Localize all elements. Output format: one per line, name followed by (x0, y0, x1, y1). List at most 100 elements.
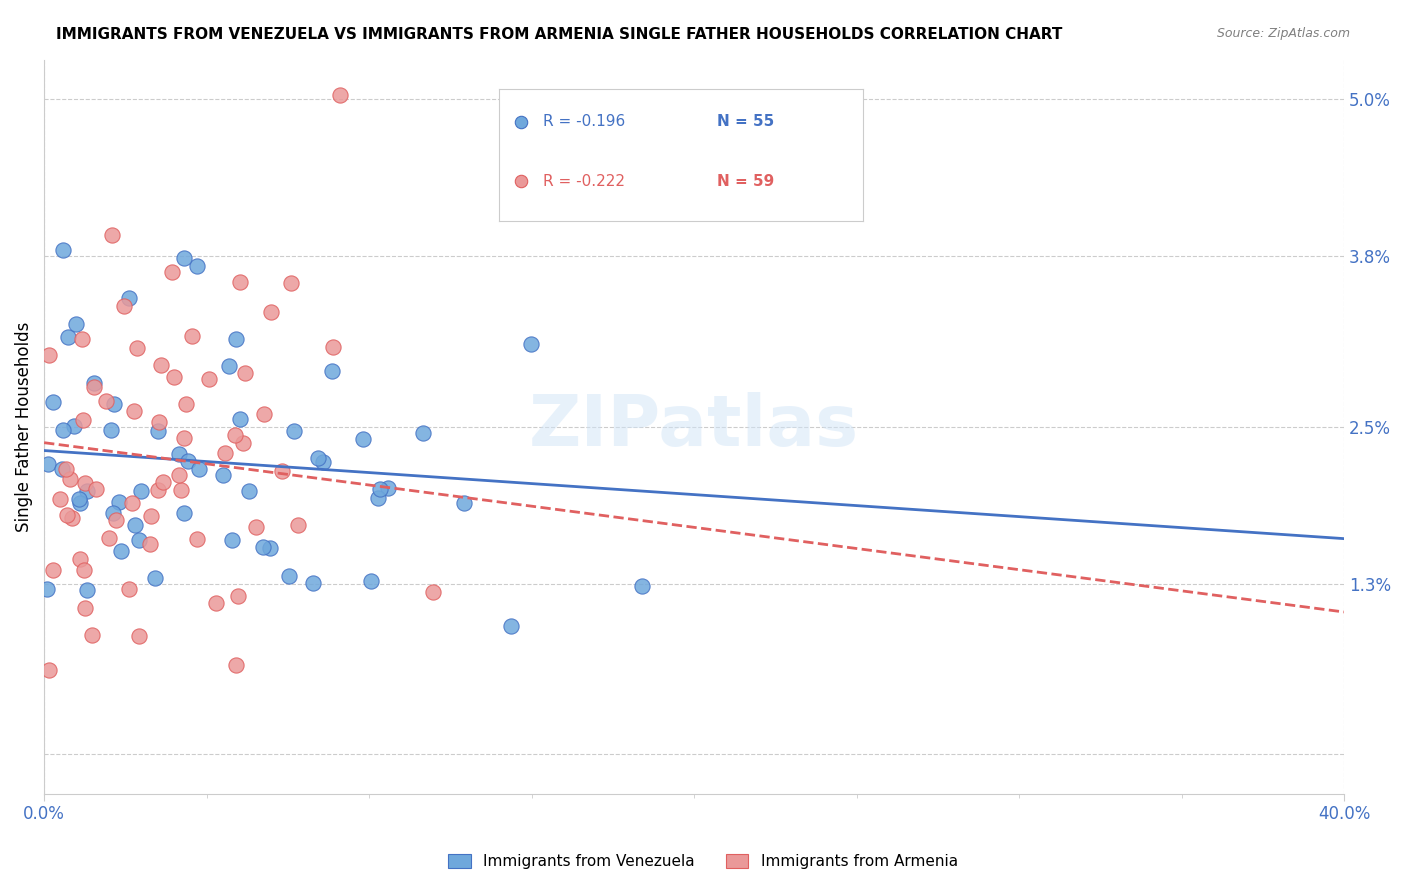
Armenia (162, 264, 184, 278)
Venezuela (76, 583, 98, 598)
Armenia (75, 475, 97, 490)
Armenia (84, 482, 107, 496)
Text: ZIPatlas: ZIPatlas (529, 392, 859, 461)
Venezuela (225, 332, 247, 346)
Venezuela (117, 291, 139, 305)
Venezuela (143, 571, 166, 585)
Venezuela (187, 462, 209, 476)
Armenia (60, 511, 83, 525)
Armenia (329, 87, 352, 102)
Venezuela (186, 260, 208, 274)
Venezuela (238, 483, 260, 498)
Armenia (42, 563, 65, 577)
Armenia (121, 496, 143, 510)
Armenia (122, 403, 145, 417)
Armenia (98, 531, 121, 545)
Armenia (101, 228, 124, 243)
Venezuela (277, 569, 299, 583)
Venezuela (283, 424, 305, 438)
Armenia (69, 551, 91, 566)
Legend: Immigrants from Venezuela, Immigrants from Armenia: Immigrants from Venezuela, Immigrants fr… (441, 848, 965, 875)
Venezuela (108, 495, 131, 509)
Armenia (38, 348, 60, 362)
Venezuela (52, 243, 75, 257)
Venezuela (51, 462, 73, 476)
Armenia (224, 428, 246, 442)
Armenia (253, 407, 276, 421)
Venezuela (167, 447, 190, 461)
Armenia (163, 370, 186, 384)
Venezuela (173, 506, 195, 520)
Venezuela (52, 423, 75, 437)
Venezuela (42, 395, 65, 409)
Armenia (271, 464, 294, 478)
Armenia (170, 483, 193, 498)
Armenia (186, 533, 208, 547)
Venezuela (307, 450, 329, 465)
Armenia (148, 415, 170, 429)
Armenia (280, 277, 302, 291)
Venezuela (101, 506, 124, 520)
Armenia (56, 508, 79, 522)
Armenia (72, 332, 94, 346)
Armenia (260, 305, 283, 319)
Venezuela (63, 418, 86, 433)
Venezuela (212, 468, 235, 483)
Y-axis label: Single Father Households: Single Father Households (15, 321, 32, 532)
Venezuela (100, 423, 122, 437)
Venezuela (412, 425, 434, 440)
Venezuela (129, 483, 152, 498)
Armenia (173, 431, 195, 445)
Venezuela (631, 579, 654, 593)
Armenia (322, 340, 344, 354)
Venezuela (65, 317, 87, 331)
Armenia (422, 584, 444, 599)
Armenia (118, 582, 141, 596)
Venezuela (312, 455, 335, 469)
Venezuela (352, 432, 374, 446)
Armenia (149, 358, 172, 372)
Armenia (229, 275, 252, 289)
Venezuela (377, 481, 399, 495)
Venezuela (128, 533, 150, 547)
Venezuela (221, 533, 243, 547)
Venezuela (368, 482, 391, 496)
Venezuela (56, 330, 79, 344)
Armenia (181, 328, 204, 343)
Armenia (287, 518, 309, 533)
Venezuela (229, 412, 252, 426)
Armenia (198, 372, 221, 386)
Venezuela (76, 484, 98, 499)
Armenia (233, 366, 256, 380)
Venezuela (37, 457, 59, 471)
Armenia (49, 491, 72, 506)
Armenia (105, 513, 128, 527)
Venezuela (173, 251, 195, 265)
Armenia (214, 446, 236, 460)
Venezuela (259, 541, 281, 556)
Armenia (55, 461, 77, 475)
Venezuela (177, 453, 200, 467)
Venezuela (37, 582, 59, 597)
Armenia (152, 475, 174, 490)
Venezuela (83, 376, 105, 390)
Armenia (225, 658, 247, 673)
Armenia (128, 629, 150, 643)
Venezuela (499, 619, 522, 633)
Venezuela (67, 491, 90, 506)
Text: Source: ZipAtlas.com: Source: ZipAtlas.com (1216, 27, 1350, 40)
Venezuela (69, 496, 91, 510)
Armenia (169, 468, 191, 483)
Venezuela (321, 364, 343, 378)
Venezuela (252, 540, 274, 554)
Armenia (94, 394, 117, 409)
Armenia (73, 563, 96, 577)
Venezuela (218, 359, 240, 374)
Armenia (38, 663, 60, 677)
Venezuela (360, 574, 382, 589)
Armenia (232, 435, 254, 450)
Armenia (139, 536, 162, 550)
Armenia (146, 483, 169, 498)
Venezuela (302, 575, 325, 590)
Armenia (59, 472, 82, 486)
